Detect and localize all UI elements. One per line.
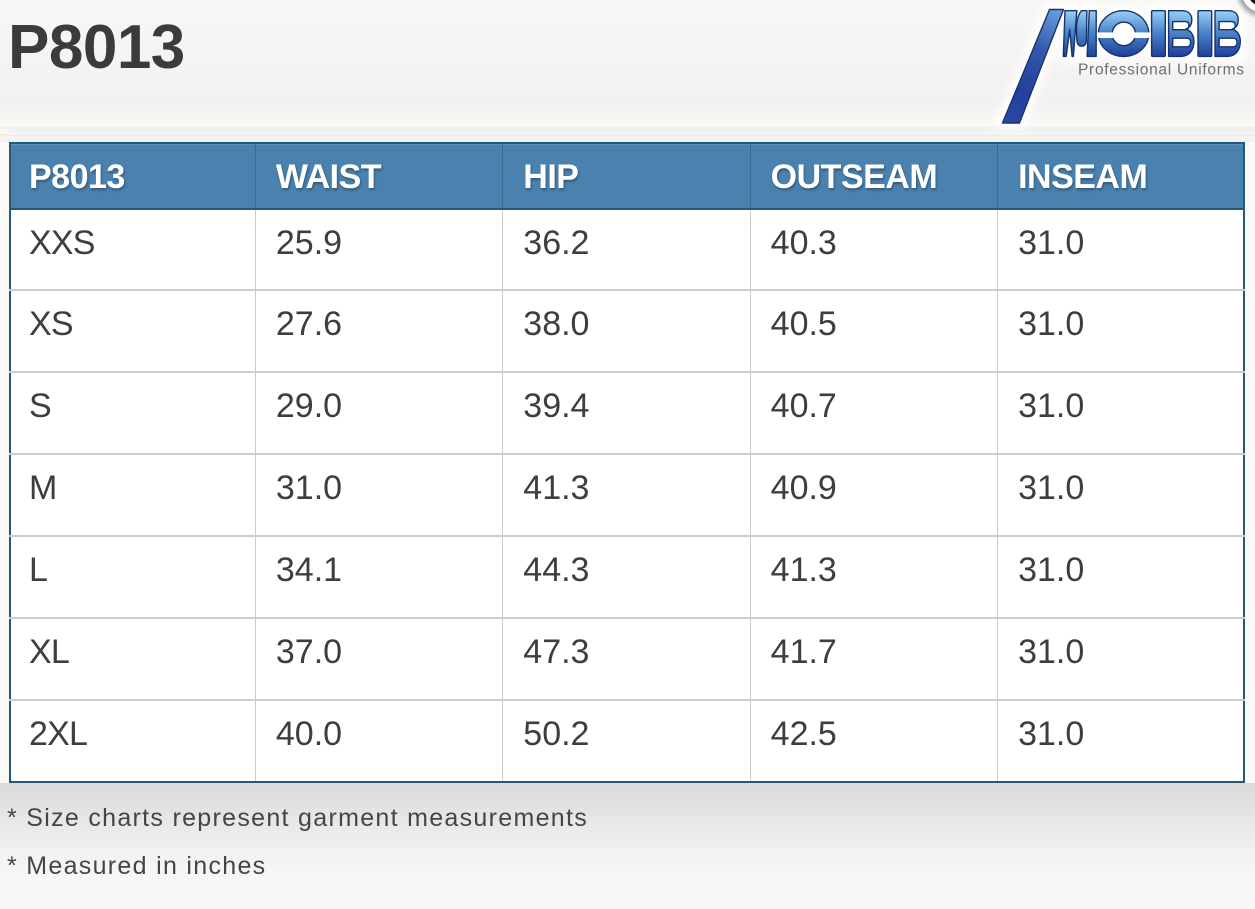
svg-text:Professional Uniforms: Professional Uniforms [1078,61,1244,78]
